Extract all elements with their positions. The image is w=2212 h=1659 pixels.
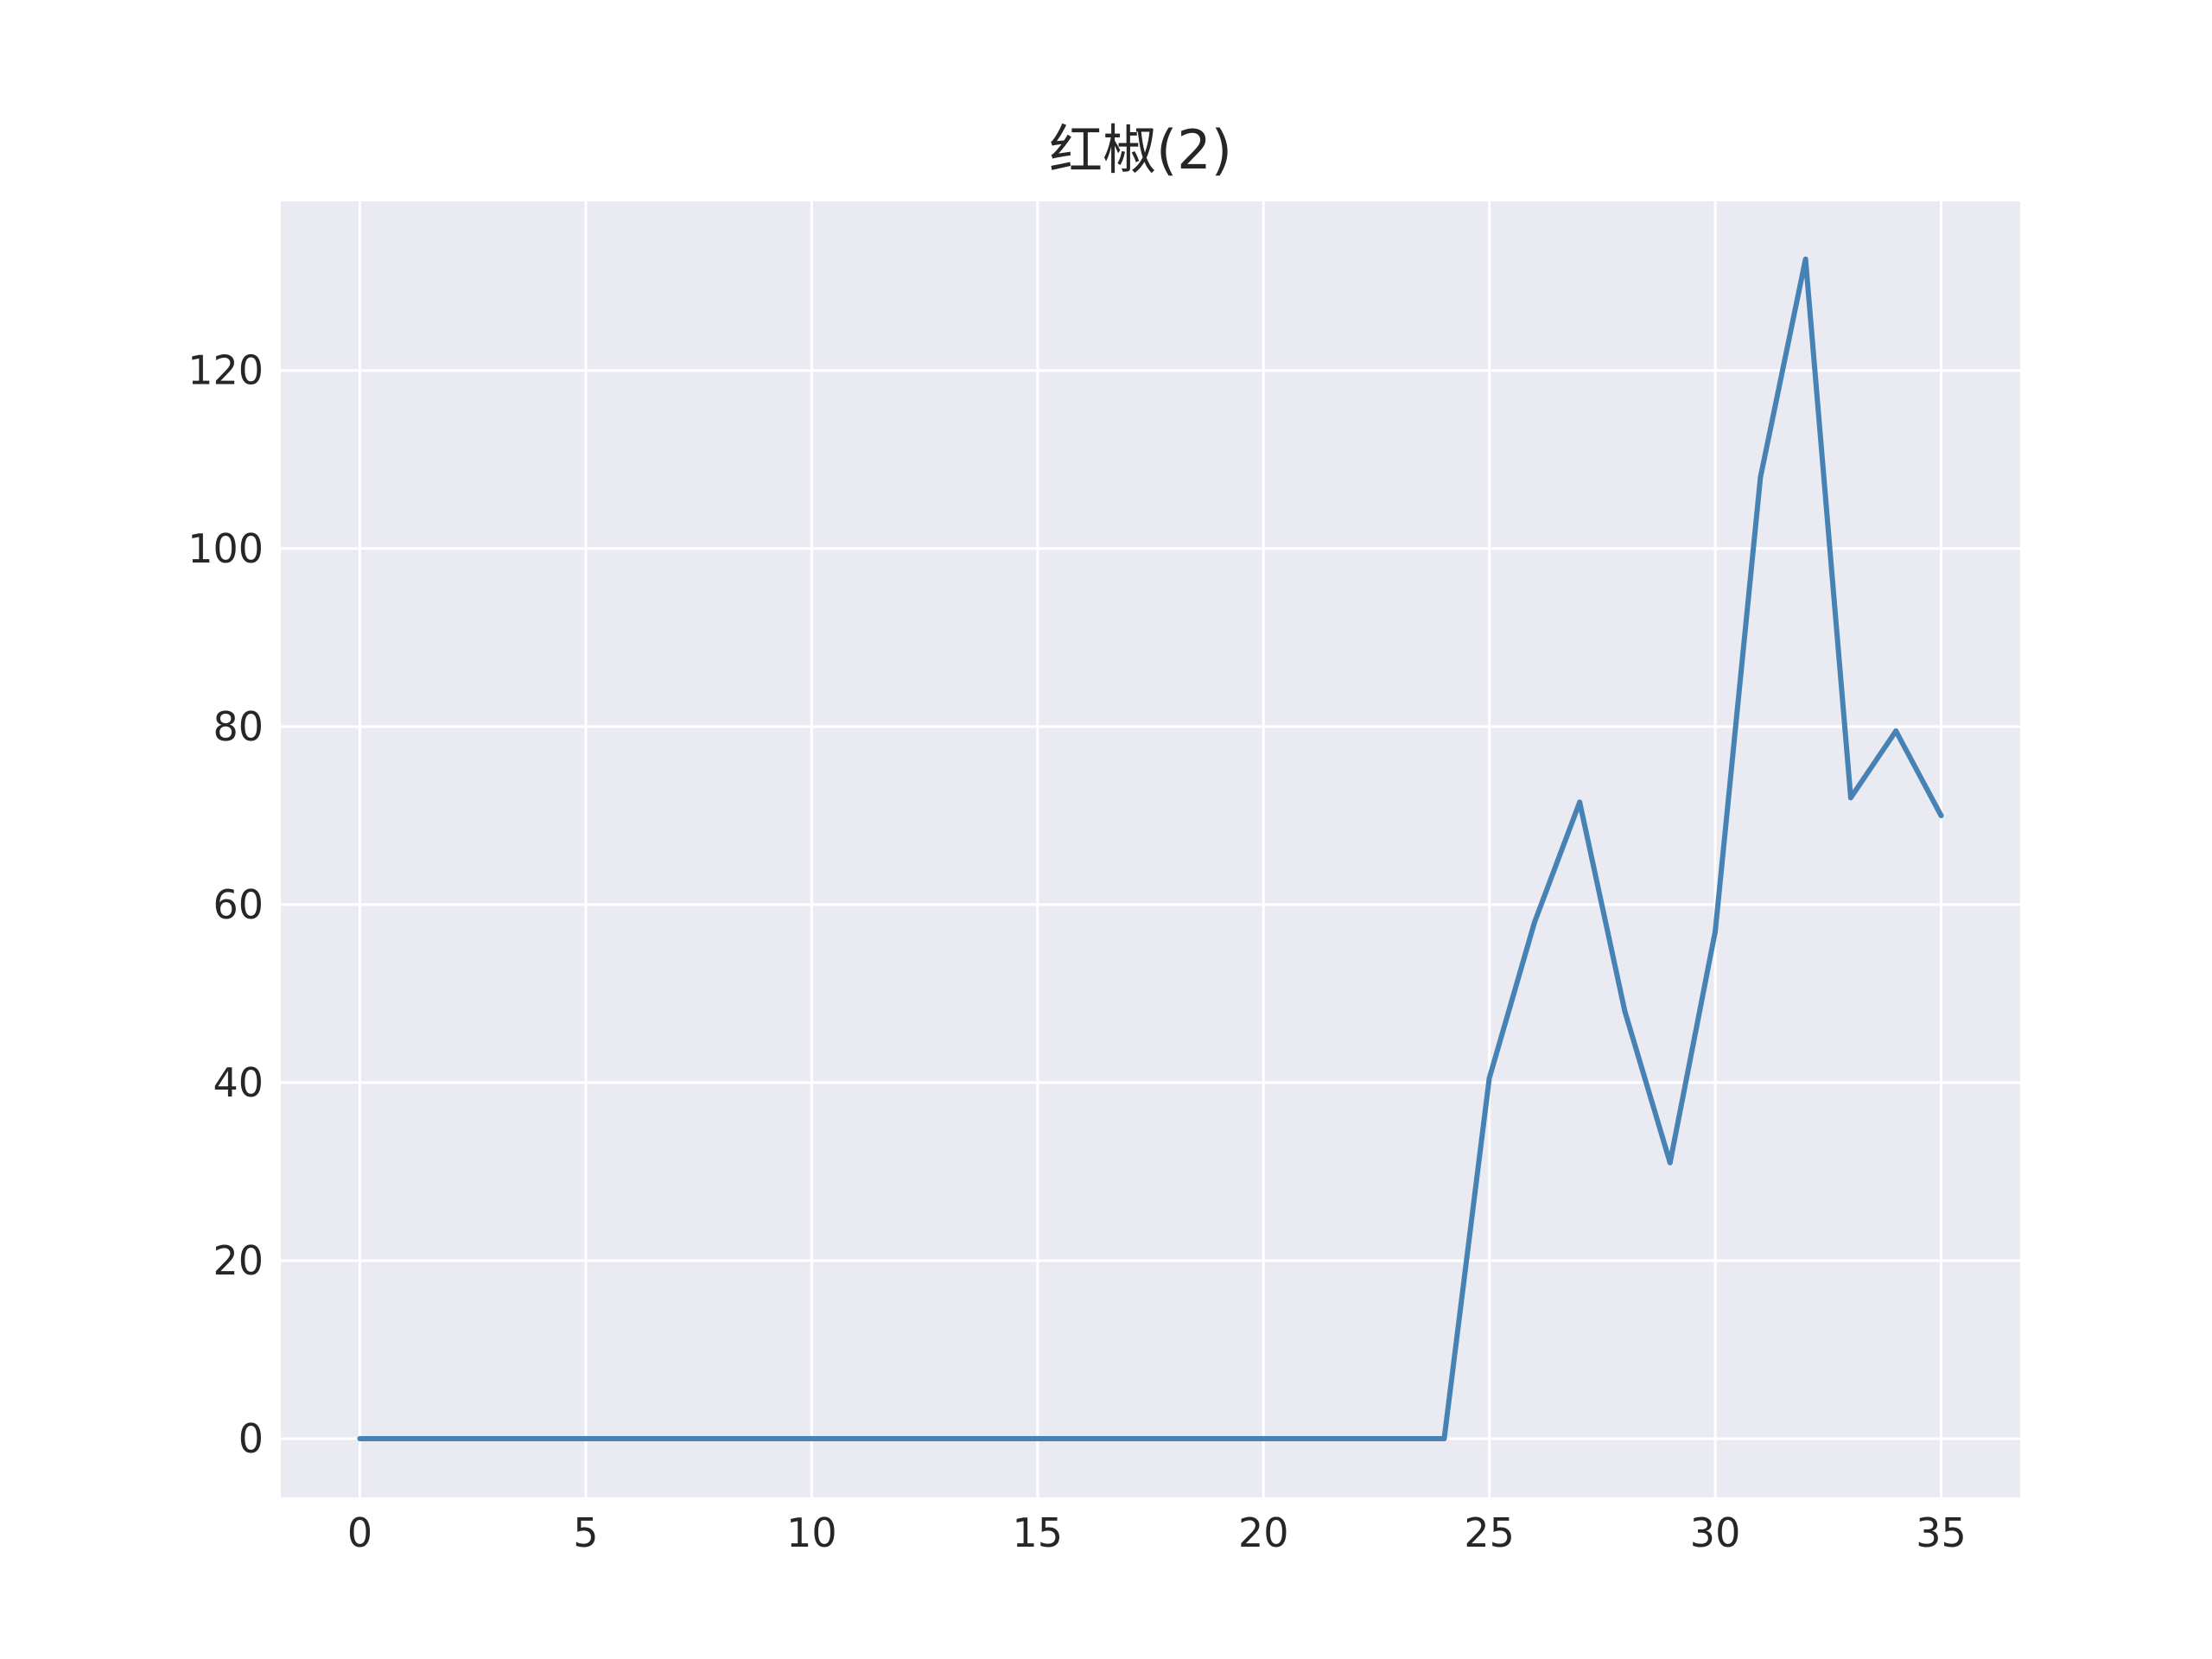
data-point [673,1436,679,1442]
data-point [1080,1436,1086,1442]
data-point [1170,1436,1176,1442]
data-point [402,1436,408,1442]
x-tick-label: 35 [1916,1510,1967,1556]
data-point [493,1436,499,1442]
x-tick-label: 25 [1464,1510,1515,1556]
data-point [1261,1436,1267,1442]
data-point [1667,1160,1673,1166]
x-tick-label: 5 [573,1510,598,1556]
data-point [1486,1075,1492,1081]
y-tick-label: 80 [213,703,264,750]
series-line [357,257,1944,1441]
x-tick-label: 0 [347,1510,372,1556]
data-point [1893,728,1899,734]
x-tick-label: 15 [1013,1510,1064,1556]
y-tick-label: 60 [213,881,264,928]
plot-area [281,201,2020,1497]
data-point [1802,256,1808,262]
data-point [989,1436,995,1442]
y-tick-label: 40 [213,1059,264,1106]
data-point [1622,1008,1628,1014]
data-point [1125,1436,1131,1442]
grid [281,201,2020,1497]
chart-title: 红椒(2) [1049,118,1232,181]
y-tick-label: 120 [188,347,264,394]
x-axis-tick-labels: 0 5 10 15 20 25 30 35 [347,1510,1967,1556]
data-point [854,1436,860,1442]
data-point [357,1436,363,1442]
y-axis-tick-labels: 0 20 40 60 80 100 120 [188,347,264,1462]
data-point [1034,1436,1040,1442]
data-point [628,1436,634,1442]
data-point [1215,1436,1221,1442]
data-point [1306,1436,1312,1442]
data-point [448,1436,454,1442]
data-point [899,1436,905,1442]
data-point [1351,1436,1357,1442]
data-point [1396,1436,1402,1442]
data-point [809,1436,815,1442]
data-point [1758,474,1764,480]
data-point [537,1436,543,1442]
data-point [1441,1436,1447,1442]
x-tick-label: 10 [786,1510,837,1556]
data-point [1531,919,1537,925]
data-point [718,1436,724,1442]
x-tick-label: 30 [1690,1510,1741,1556]
data-point [1577,799,1583,805]
data-point [944,1436,950,1442]
data-point [582,1436,588,1442]
data-point [1847,795,1853,801]
y-tick-label: 100 [188,525,264,572]
data-point [1938,812,1944,818]
data-point [764,1436,770,1442]
data-point [1713,928,1719,934]
y-tick-label: 20 [213,1237,264,1284]
y-tick-label: 0 [238,1415,264,1462]
series-group [357,256,1944,1442]
x-tick-label: 20 [1238,1510,1289,1556]
